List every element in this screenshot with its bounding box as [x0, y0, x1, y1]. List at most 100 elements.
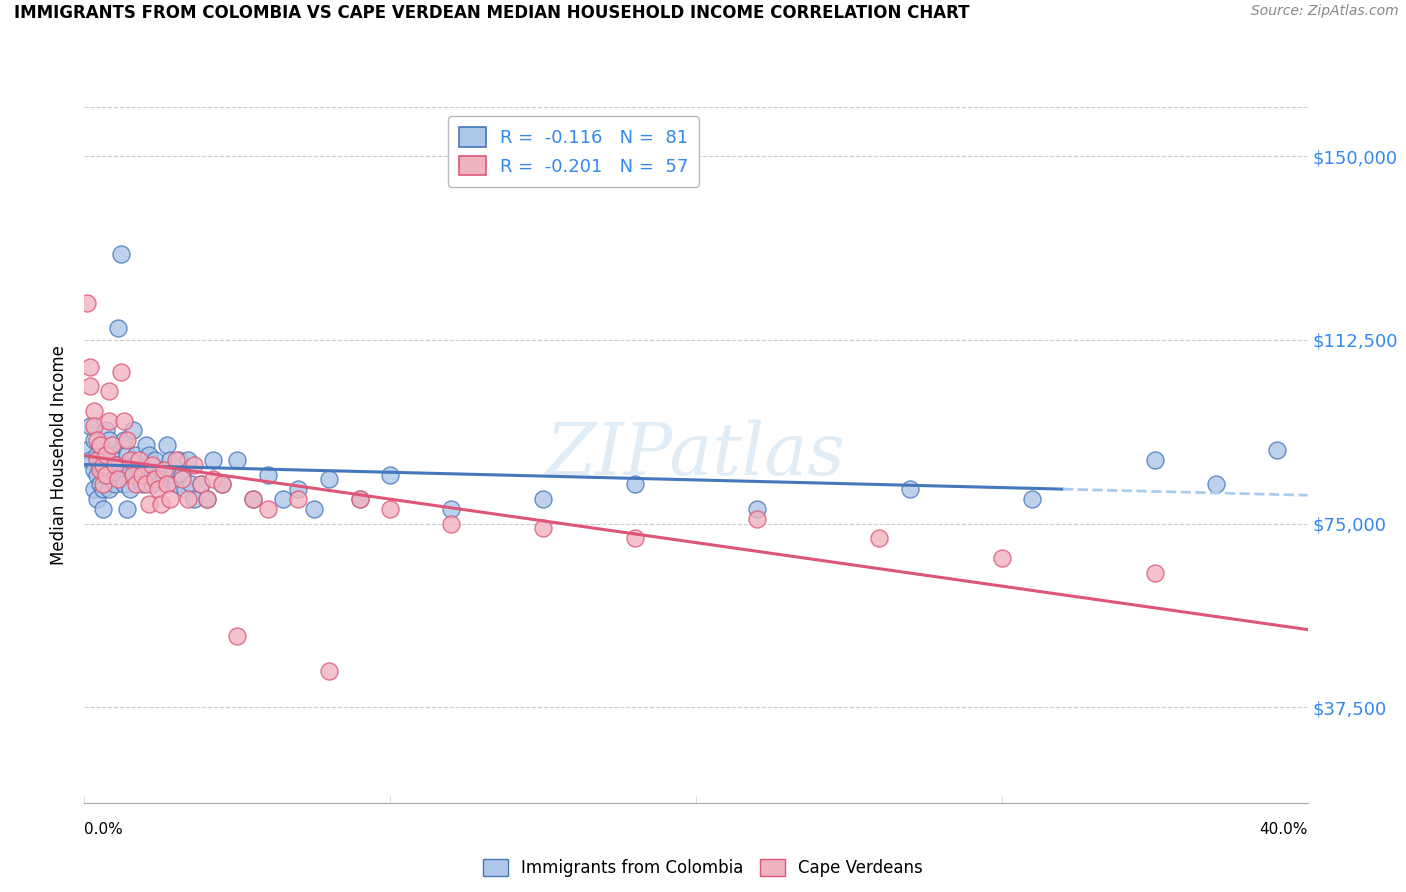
Point — [120, 462, 142, 476]
Point — [141, 477, 163, 491]
Point — [287, 491, 309, 506]
Point — [141, 458, 163, 472]
Point — [120, 452, 142, 467]
Point — [146, 467, 169, 482]
Point — [156, 477, 179, 491]
Point — [174, 482, 197, 496]
Point — [257, 467, 280, 482]
Point — [180, 477, 202, 491]
Point — [349, 491, 371, 506]
Point — [101, 438, 124, 452]
Point — [318, 472, 340, 486]
Point — [898, 482, 921, 496]
Point — [440, 516, 463, 531]
Text: 40.0%: 40.0% — [1260, 822, 1308, 837]
Point — [125, 477, 148, 491]
Point — [159, 452, 181, 467]
Point — [86, 448, 108, 462]
Point — [97, 462, 120, 476]
Point — [94, 467, 117, 482]
Point — [101, 472, 124, 486]
Point — [242, 491, 264, 506]
Text: Source: ZipAtlas.com: Source: ZipAtlas.com — [1251, 4, 1399, 19]
Point — [110, 365, 132, 379]
Point — [83, 462, 105, 476]
Point — [79, 418, 101, 433]
Point — [94, 448, 117, 462]
Point — [76, 443, 98, 458]
Point — [79, 359, 101, 374]
Point — [128, 452, 150, 467]
Point — [86, 491, 108, 506]
Point — [91, 462, 114, 476]
Point — [183, 491, 205, 506]
Point — [110, 467, 132, 482]
Legend: Immigrants from Colombia, Cape Verdeans: Immigrants from Colombia, Cape Verdeans — [477, 852, 929, 884]
Point — [131, 467, 153, 482]
Point — [143, 472, 166, 486]
Point — [91, 477, 114, 491]
Point — [97, 384, 120, 399]
Point — [89, 477, 111, 491]
Point — [94, 424, 117, 438]
Point — [91, 482, 114, 496]
Point — [89, 458, 111, 472]
Point — [149, 462, 172, 476]
Point — [190, 477, 212, 491]
Point — [122, 424, 145, 438]
Point — [83, 418, 105, 433]
Point — [135, 477, 157, 491]
Point — [1265, 443, 1288, 458]
Point — [172, 467, 194, 482]
Point — [86, 452, 108, 467]
Point — [201, 472, 224, 486]
Point — [165, 477, 187, 491]
Point — [115, 501, 138, 516]
Point — [211, 477, 233, 491]
Point — [302, 501, 325, 516]
Point — [89, 462, 111, 476]
Point — [162, 467, 184, 482]
Point — [380, 501, 402, 516]
Point — [991, 550, 1014, 565]
Point — [120, 482, 142, 496]
Point — [226, 629, 249, 643]
Point — [143, 452, 166, 467]
Point — [138, 497, 160, 511]
Point — [165, 452, 187, 467]
Point — [190, 477, 212, 491]
Point — [318, 664, 340, 678]
Point — [125, 448, 148, 462]
Point — [128, 462, 150, 476]
Point — [76, 296, 98, 310]
Point — [97, 414, 120, 428]
Point — [79, 452, 101, 467]
Text: IMMIGRANTS FROM COLOMBIA VS CAPE VERDEAN MEDIAN HOUSEHOLD INCOME CORRELATION CHA: IMMIGRANTS FROM COLOMBIA VS CAPE VERDEAN… — [14, 4, 970, 22]
Point — [149, 497, 172, 511]
Point — [159, 491, 181, 506]
Point — [531, 491, 554, 506]
Point — [104, 458, 127, 472]
Point — [107, 320, 129, 334]
Point — [112, 414, 135, 428]
Point — [153, 472, 176, 486]
Point — [107, 458, 129, 472]
Point — [112, 434, 135, 448]
Point — [94, 452, 117, 467]
Point — [195, 491, 218, 506]
Point — [177, 491, 200, 506]
Point — [1021, 491, 1043, 506]
Point — [104, 452, 127, 467]
Point — [135, 458, 157, 472]
Point — [153, 462, 176, 476]
Point — [97, 482, 120, 496]
Point — [122, 452, 145, 467]
Y-axis label: Median Household Income: Median Household Income — [51, 345, 69, 565]
Point — [242, 491, 264, 506]
Point — [195, 491, 218, 506]
Point — [624, 531, 647, 545]
Point — [83, 404, 105, 418]
Point — [104, 477, 127, 491]
Point — [86, 467, 108, 482]
Point — [201, 452, 224, 467]
